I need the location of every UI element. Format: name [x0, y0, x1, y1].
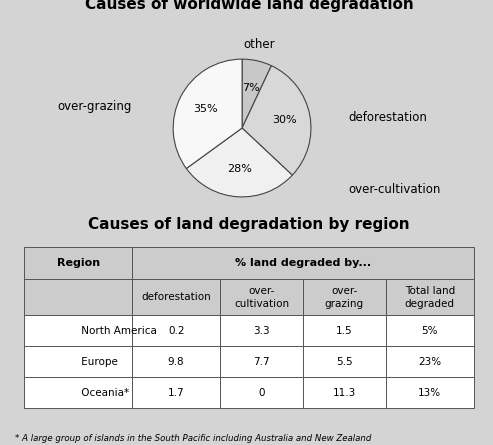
Text: % land degraded by...: % land degraded by...	[235, 258, 371, 268]
Bar	[386, 316, 474, 346]
Text: 13%: 13%	[418, 388, 441, 398]
Bar	[132, 247, 474, 279]
Bar	[303, 279, 386, 316]
Wedge shape	[173, 59, 242, 169]
Text: over-grazing: over-grazing	[58, 100, 132, 113]
Title: Causes of worldwide land degradation: Causes of worldwide land degradation	[85, 0, 413, 12]
Bar	[386, 279, 474, 316]
Text: 5%: 5%	[422, 326, 438, 336]
Text: other: other	[244, 38, 275, 51]
Text: over-cultivation: over-cultivation	[349, 183, 441, 196]
Bar	[303, 316, 386, 346]
Bar	[220, 346, 303, 377]
Text: 28%: 28%	[227, 164, 252, 174]
Bar	[386, 346, 474, 377]
Bar	[220, 316, 303, 346]
Text: over-
grazing: over- grazing	[325, 286, 364, 308]
Bar	[24, 247, 132, 279]
Text: 0.2: 0.2	[168, 326, 184, 336]
Bar	[303, 346, 386, 377]
Text: 3.3: 3.3	[253, 326, 270, 336]
Text: 5.5: 5.5	[336, 357, 352, 367]
Text: 1.5: 1.5	[336, 326, 352, 336]
Wedge shape	[186, 128, 292, 197]
Bar	[24, 377, 132, 409]
Bar	[132, 377, 220, 409]
Text: over-
cultivation: over- cultivation	[234, 286, 289, 308]
Text: deforestation: deforestation	[349, 110, 428, 124]
Title: Causes of land degradation by region: Causes of land degradation by region	[88, 217, 410, 231]
Text: 9.8: 9.8	[168, 357, 184, 367]
Bar	[132, 316, 220, 346]
Wedge shape	[242, 66, 311, 175]
Text: 0: 0	[258, 388, 265, 398]
Bar	[132, 279, 220, 316]
Bar	[24, 346, 132, 377]
Text: * A large group of islands in the South Pacific including Australia and New Zeal: * A large group of islands in the South …	[15, 434, 371, 443]
Bar	[132, 346, 220, 377]
Text: 1.7: 1.7	[168, 388, 184, 398]
Bar	[220, 279, 303, 316]
Text: 7%: 7%	[242, 83, 260, 93]
Bar	[303, 377, 386, 409]
Text: deforestation: deforestation	[141, 292, 211, 302]
Bar	[386, 377, 474, 409]
Text: Europe: Europe	[78, 357, 118, 367]
Wedge shape	[242, 59, 272, 128]
Bar	[24, 279, 132, 316]
Text: Oceania*: Oceania*	[78, 388, 129, 398]
Bar	[24, 316, 132, 346]
Text: 30%: 30%	[272, 115, 296, 125]
Text: 11.3: 11.3	[333, 388, 356, 398]
Text: North America: North America	[78, 326, 157, 336]
Text: Total land
degraded: Total land degraded	[405, 286, 455, 308]
Text: 23%: 23%	[418, 357, 441, 367]
Text: 7.7: 7.7	[253, 357, 270, 367]
Bar	[220, 377, 303, 409]
Text: Region: Region	[57, 258, 100, 268]
Text: 35%: 35%	[193, 104, 217, 114]
